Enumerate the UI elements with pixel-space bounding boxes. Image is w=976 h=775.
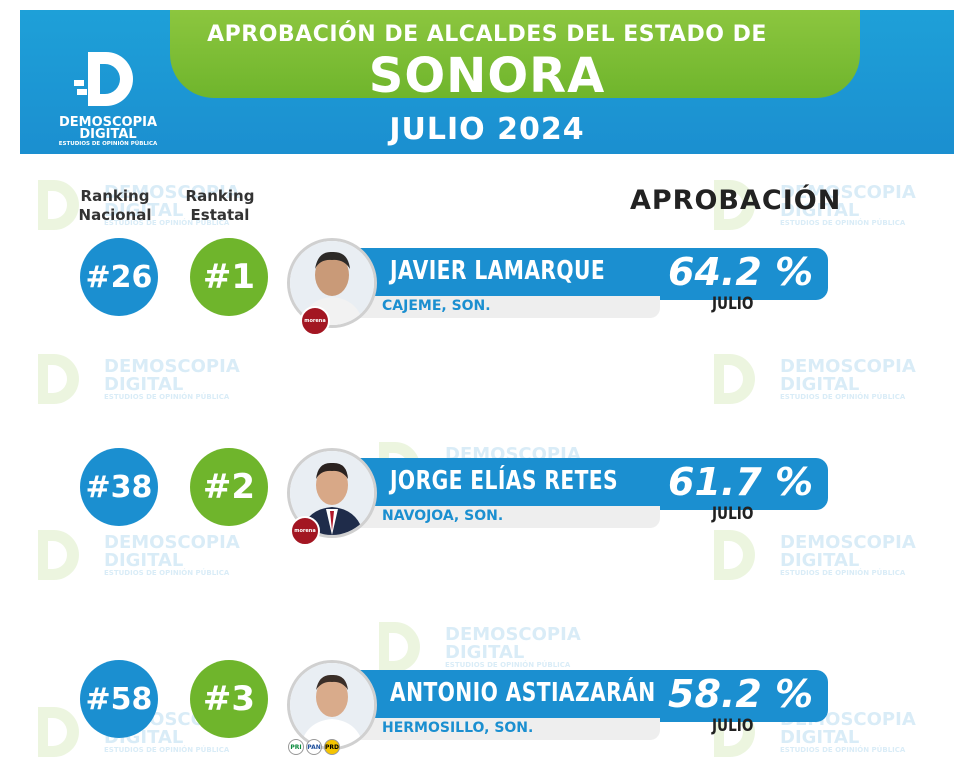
rank-nacional-badge: #38 bbox=[80, 448, 158, 526]
pan-logo-icon: PAN bbox=[306, 739, 322, 755]
mayor-card-bar bbox=[350, 458, 828, 510]
mayor-card-subbar bbox=[350, 718, 660, 740]
header-aprobacion: APROBACIÓN bbox=[630, 185, 842, 216]
mayor-name: JORGE ELÍAS RETES bbox=[390, 466, 619, 496]
watermark-d-icon bbox=[714, 180, 755, 230]
mayor-card: JAVIER LAMARQUE CAJEME, SON. 64.2 % JULI… bbox=[350, 248, 828, 318]
watermark-d-icon bbox=[38, 180, 79, 230]
pri-logo-icon: PRI bbox=[288, 739, 304, 755]
mayor-card-bar bbox=[350, 670, 828, 722]
logo-text-demoscopia: DEMOSCOPIA bbox=[58, 115, 158, 130]
rank-estatal-badge: #1 bbox=[190, 238, 268, 316]
watermark-d-icon bbox=[379, 622, 420, 672]
approval-month: JULIO bbox=[712, 504, 754, 524]
mayor-card-bar bbox=[350, 248, 828, 300]
mayor-city: NAVOJOA, SON. bbox=[382, 508, 504, 524]
approval-percent: 61.7 % bbox=[668, 460, 814, 504]
approval-month: JULIO bbox=[712, 294, 754, 314]
watermark-d-icon bbox=[38, 354, 79, 404]
header-state-title: SONORA bbox=[368, 48, 606, 104]
person-portrait-icon bbox=[290, 241, 374, 325]
header-ranking-estatal: Ranking Estatal bbox=[185, 187, 255, 224]
prd-logo-icon: PRD bbox=[324, 739, 340, 755]
person-portrait-icon bbox=[290, 663, 374, 747]
approval-percent: 58.2 % bbox=[668, 672, 814, 716]
mayor-card: ANTONIO ASTIAZARÁN HERMOSILLO, SON. 58.2… bbox=[350, 670, 828, 740]
rank-estatal-badge: #3 bbox=[190, 660, 268, 738]
watermark-d-icon bbox=[714, 354, 755, 404]
party-logo-icon: morena bbox=[290, 516, 320, 546]
approval-percent: 64.2 % bbox=[668, 250, 814, 294]
mayor-city: CAJEME, SON. bbox=[382, 298, 491, 314]
rank-nacional-badge: #26 bbox=[80, 238, 158, 316]
approval-month: JULIO bbox=[712, 716, 754, 736]
mayor-card-subbar bbox=[350, 506, 660, 528]
watermark-d-icon bbox=[38, 707, 79, 757]
mayor-name: JAVIER LAMARQUE bbox=[390, 256, 606, 286]
header-green-band bbox=[170, 10, 860, 98]
party-logo-icon: morena bbox=[300, 306, 330, 336]
rank-estatal-badge: #2 bbox=[190, 448, 268, 526]
mayor-photo bbox=[287, 660, 377, 750]
logo-d-icon bbox=[74, 52, 133, 106]
header-banner: APROBACIÓN DE ALCALDES DEL ESTADO DE SON… bbox=[20, 10, 954, 154]
mayor-name: ANTONIO ASTIAZARÁN bbox=[390, 678, 656, 708]
mayor-card: JORGE ELÍAS RETES NAVOJOA, SON. 61.7 % J… bbox=[350, 458, 828, 528]
rank-nacional-badge: #58 bbox=[80, 660, 158, 738]
mayor-photo bbox=[287, 238, 377, 328]
header-ranking-nacional: Ranking Nacional bbox=[78, 187, 152, 224]
logo-text-tagline: ESTUDIOS DE OPINIÓN PÚBLICA bbox=[58, 141, 158, 147]
demoscopia-logo: DEMOSCOPIA DIGITAL ESTUDIOS DE OPINIÓN P… bbox=[48, 48, 168, 148]
logo-text-digital: DIGITAL bbox=[79, 127, 137, 142]
mayor-card-subbar bbox=[350, 296, 660, 318]
header-subtitle: APROBACIÓN DE ALCALDES DEL ESTADO DE bbox=[207, 22, 767, 47]
mayor-city: HERMOSILLO, SON. bbox=[382, 720, 534, 736]
watermark-d-icon bbox=[714, 530, 755, 580]
header-date: JULIO 2024 bbox=[389, 112, 585, 147]
watermark-d-icon bbox=[38, 530, 79, 580]
